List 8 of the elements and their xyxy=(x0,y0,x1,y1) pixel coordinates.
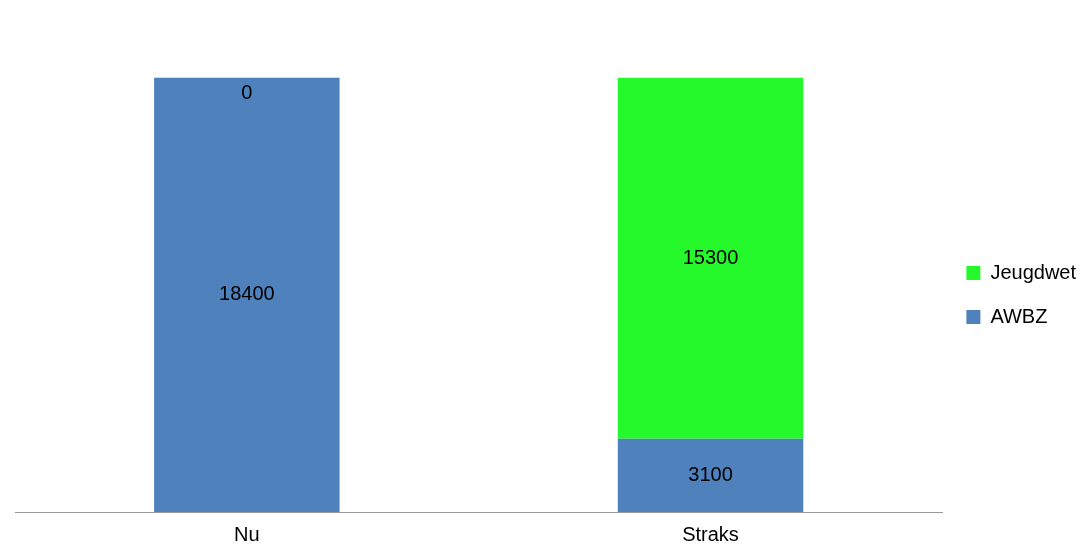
data-label: 15300 xyxy=(682,245,739,268)
legend-label: Jeugdwet xyxy=(990,260,1077,283)
data-label: 0 xyxy=(241,81,253,104)
x-tick-label: Straks xyxy=(682,522,739,545)
data-label: 18400 xyxy=(219,282,275,305)
x-tick-label: Nu xyxy=(234,522,260,545)
legend-label: AWBZ xyxy=(990,304,1048,327)
data-label: 3100 xyxy=(688,462,733,485)
